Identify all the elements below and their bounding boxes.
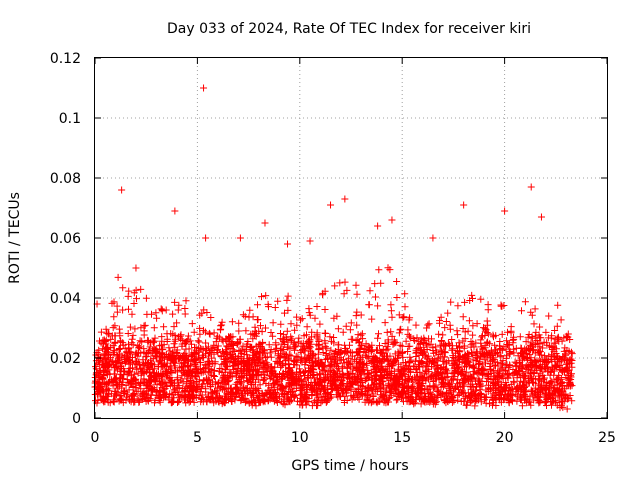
x-tick-label: 5 (193, 430, 202, 446)
x-tick-label: 25 (598, 430, 616, 446)
outlier-point-4 (327, 201, 335, 209)
y-tick-label: 0.02 (50, 351, 81, 367)
x-tick-label: 10 (291, 430, 309, 446)
x-axis-label: GPS time / hours (291, 458, 408, 474)
outlier-point-0 (200, 84, 208, 92)
outlier-point-14 (284, 240, 292, 248)
outlier-point-15 (429, 234, 437, 242)
outlier-point-3 (341, 195, 349, 203)
y-tick-label: 0.04 (50, 291, 81, 307)
x-tick-label: 20 (496, 430, 514, 446)
x-tick-label: 15 (393, 430, 411, 446)
outlier-point-2 (527, 183, 535, 191)
axis-ticks: 0 0.02 0.04 0.06 0.08 0.1 0.12 0 5 10 15 20 25 (50, 51, 616, 446)
outlier-point-8 (388, 216, 396, 224)
x-tick-label: 0 (91, 430, 100, 446)
chart-title: Day 033 of 2024, Rate Of TEC Index for r… (167, 21, 531, 37)
outlier-point-11 (537, 213, 545, 221)
outlier-point-12 (202, 234, 210, 242)
outlier-point-13 (236, 234, 244, 242)
data-points (91, 84, 576, 413)
y-tick-label: 0 (72, 411, 81, 427)
outlier-point-10 (374, 222, 382, 230)
outlier-point-5 (460, 201, 468, 209)
y-axis-label: ROTI / TECUs (7, 192, 23, 284)
outlier-point-6 (501, 207, 509, 215)
outlier-point-16 (306, 237, 314, 245)
y-tick-label: 0.06 (50, 231, 81, 247)
plot-frame (94, 57, 608, 419)
y-tick-label: 0.08 (50, 171, 81, 187)
outlier-point-9 (261, 219, 269, 227)
scatter-cloud (91, 264, 576, 413)
outlier-point-18 (132, 264, 140, 272)
outlier-point-1 (118, 186, 126, 194)
y-tick-label: 0.12 (50, 51, 81, 67)
outlier-point-7 (171, 207, 179, 215)
y-tick-label: 0.1 (59, 111, 81, 127)
